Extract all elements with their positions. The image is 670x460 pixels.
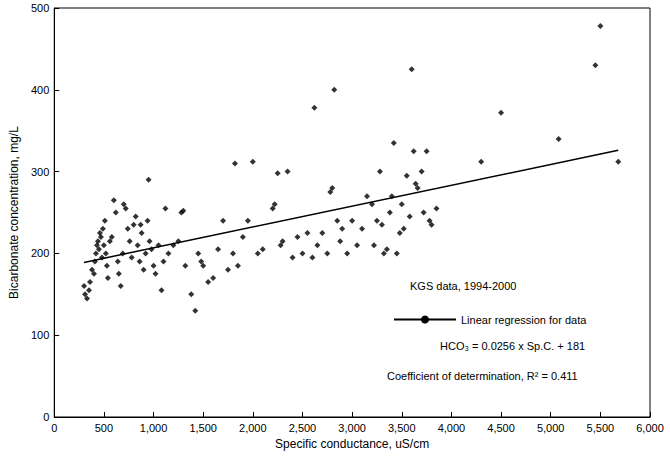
- svg-text:1,000: 1,000: [140, 422, 168, 434]
- svg-text:400: 400: [31, 84, 49, 96]
- svg-text:200: 200: [31, 247, 49, 259]
- svg-text:300: 300: [31, 166, 49, 178]
- svg-text:HCO₃ = 0.0256 x Sp.C. + 181: HCO₃ = 0.0256 x Sp.C. + 181: [440, 340, 585, 352]
- svg-text:Coefficient of determination,: Coefficient of determination, R² = 0.411: [387, 370, 578, 382]
- svg-text:1,500: 1,500: [189, 422, 217, 434]
- svg-text:100: 100: [31, 329, 49, 341]
- svg-text:KGS data, 1994-2000: KGS data, 1994-2000: [410, 280, 516, 292]
- svg-text:2,500: 2,500: [289, 422, 317, 434]
- svg-text:5,000: 5,000: [537, 422, 565, 434]
- svg-text:6,000: 6,000: [636, 422, 664, 434]
- svg-text:4,500: 4,500: [487, 422, 515, 434]
- svg-text:0: 0: [51, 422, 57, 434]
- svg-text:500: 500: [31, 2, 49, 14]
- svg-text:500: 500: [95, 422, 113, 434]
- svg-text:Bicarbonate concentration, mg/: Bicarbonate concentration, mg/L: [7, 126, 21, 299]
- svg-text:3,500: 3,500: [388, 422, 416, 434]
- svg-text:5,500: 5,500: [587, 422, 615, 434]
- svg-text:4,000: 4,000: [438, 422, 466, 434]
- svg-text:0: 0: [43, 411, 49, 423]
- svg-text:3,000: 3,000: [338, 422, 366, 434]
- svg-text:Linear regression for data: Linear regression for data: [461, 314, 587, 326]
- svg-text:Specific conductance, uS/cm: Specific conductance, uS/cm: [275, 437, 429, 451]
- svg-text:2,000: 2,000: [239, 422, 267, 434]
